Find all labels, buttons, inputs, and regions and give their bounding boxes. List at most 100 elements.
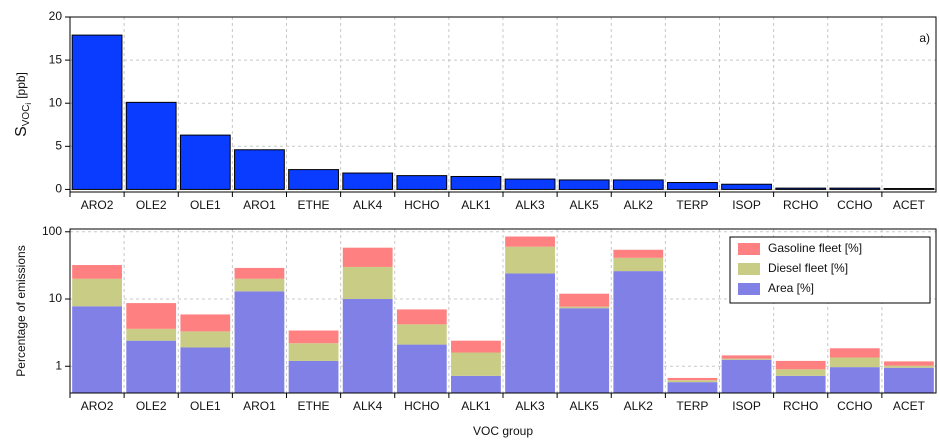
bar-segment	[342, 299, 393, 393]
x-tick-label: ISOP	[732, 399, 761, 413]
y-axis-label-part: [ppb]	[14, 72, 28, 99]
x-tick-label: ETHE	[298, 399, 330, 413]
bar-segment	[126, 303, 177, 329]
bar	[667, 182, 718, 190]
bar	[558, 179, 610, 190]
x-tick-label: ALK3	[515, 399, 545, 413]
bar-segment	[342, 247, 393, 267]
legend-swatch	[738, 243, 760, 255]
x-tick-label: ARO2	[81, 198, 114, 212]
y-tick-label: 10	[49, 95, 63, 109]
panel: 0 5 10 15 20 ARO2 OLE2 OLE1 ARO1 ETHE ALK4 HCHO ALK1…	[13, 9, 937, 212]
legend-label: Gasoline fleet [%]	[768, 241, 862, 255]
x-tick-label: ALK2	[624, 399, 654, 413]
bar-segment	[451, 352, 501, 376]
bar-segment	[72, 278, 122, 307]
bar-segment	[884, 361, 934, 366]
x-tick-label: RCHO	[783, 198, 818, 212]
bar	[125, 101, 177, 190]
bar-segment	[505, 246, 555, 274]
x-tick-label: ALK4	[353, 399, 383, 413]
bar	[612, 179, 664, 190]
bar-segment	[505, 236, 555, 247]
bar-segment	[559, 308, 610, 393]
bar-segment	[396, 324, 447, 345]
bar-segment	[667, 380, 718, 383]
bar-segment	[829, 367, 880, 393]
bar	[721, 183, 772, 190]
x-tick-label: ALK3	[515, 198, 545, 212]
bar-segment	[396, 309, 447, 325]
bar	[396, 175, 448, 190]
legend-frame	[729, 236, 931, 304]
y-tick-label: 5	[55, 138, 62, 152]
bar-segment	[667, 382, 718, 393]
bar-segment	[775, 369, 826, 376]
x-tick-label: ALK5	[570, 198, 600, 212]
bar-segment	[126, 328, 177, 341]
bar-segment	[829, 357, 880, 368]
x-tick-label: OLE1	[190, 198, 221, 212]
x-tick-label: ALK1	[461, 399, 491, 413]
x-tick-label: OLE2	[136, 399, 167, 413]
bar-segment	[613, 257, 664, 272]
bar-segment	[667, 377, 718, 381]
bar-segment	[234, 291, 285, 393]
bar-segment	[721, 355, 772, 359]
x-tick-label: ALK1	[461, 198, 491, 212]
x-tick-label: ARO1	[243, 198, 276, 212]
bar-segment	[342, 266, 393, 300]
bar-segment	[559, 293, 610, 307]
legend-label: Diesel fleet [%]	[768, 261, 848, 275]
plot-frame	[69, 16, 937, 193]
bar	[883, 188, 935, 190]
y-axis-label: SVOCi [ppb]	[13, 72, 33, 137]
bar-segment	[775, 360, 826, 370]
bar-segment	[126, 340, 177, 393]
bar	[179, 134, 231, 190]
legend-label: Area [%]	[768, 281, 814, 295]
bar-segment	[234, 278, 285, 292]
x-tick-label: ETHE	[298, 198, 330, 212]
bar-segment	[721, 359, 772, 393]
bar-segment	[288, 360, 339, 393]
plot-frame	[69, 228, 937, 394]
bar-segment	[180, 347, 231, 393]
y-axis-label-part: i	[24, 103, 33, 105]
y-axis-label: Percentage of emissions	[14, 245, 28, 376]
x-tick-label: ARO2	[81, 399, 114, 413]
bar	[450, 175, 502, 190]
bar-segment	[234, 267, 285, 279]
bar-segment	[451, 340, 501, 353]
legend-swatch	[738, 283, 760, 295]
bar	[342, 172, 394, 190]
x-tick-label: ARO1	[243, 399, 276, 413]
y-tick-label: 1	[55, 358, 62, 372]
bar	[829, 187, 881, 190]
panel: 1 10 100 ARO2 OLE2 OLE1 ARO1 ETHE ALK4 HCHO ALK1 AL…	[14, 224, 937, 438]
bar-segment	[180, 331, 231, 348]
bar-segment	[72, 306, 122, 393]
x-tick-label: ALK4	[353, 198, 383, 212]
x-tick-label: ACET	[893, 399, 926, 413]
bar-segment	[559, 306, 610, 309]
x-tick-label: CCHO	[837, 198, 872, 212]
x-tick-label: CCHO	[837, 399, 872, 413]
y-axis-label-part: S	[13, 126, 30, 137]
x-tick-label: OLE2	[136, 198, 167, 212]
y-tick-label: 15	[49, 52, 63, 66]
panel-label: a)	[919, 31, 930, 45]
x-tick-label: TERP	[676, 198, 708, 212]
y-tick-label: 100	[42, 224, 62, 238]
bar	[234, 149, 285, 190]
bar	[288, 169, 339, 190]
x-tick-label: RCHO	[783, 399, 818, 413]
bar	[504, 178, 556, 190]
bar-segment	[829, 348, 880, 358]
bar-segment	[72, 265, 122, 279]
bar-segment	[884, 367, 934, 393]
bar	[71, 34, 123, 190]
x-axis-label: VOC group	[473, 424, 533, 438]
x-tick-label: ALK2	[624, 198, 654, 212]
